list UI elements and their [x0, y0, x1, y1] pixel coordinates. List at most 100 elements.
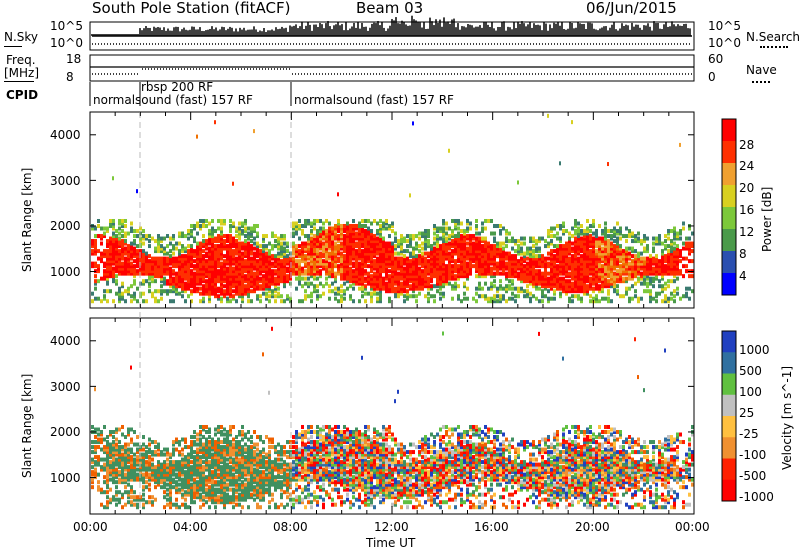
heatmap-cell	[583, 236, 586, 241]
heatmap-cell	[184, 477, 187, 482]
heatmap-cell	[520, 266, 523, 271]
heatmap-cell	[424, 294, 427, 299]
heatmap-cell	[187, 457, 190, 462]
heatmap-cell	[373, 274, 376, 279]
heatmap-cell	[634, 281, 637, 286]
heatmap-cell	[133, 246, 136, 251]
heatmap-cell	[385, 256, 388, 261]
heatmap-cell	[337, 192, 339, 197]
heatmap-cell	[244, 266, 247, 271]
heatmap-cell	[442, 239, 445, 244]
heatmap-cell	[121, 246, 124, 251]
heatmap-cell	[130, 269, 133, 274]
heatmap-cell	[550, 226, 553, 231]
heatmap-cell	[562, 221, 565, 226]
heatmap-cell	[283, 256, 286, 261]
heatmap-cell	[190, 251, 193, 256]
heatmap-cell	[172, 452, 175, 457]
heatmap-cell	[685, 244, 688, 249]
heatmap-cell	[664, 286, 667, 291]
heatmap-cell	[649, 276, 652, 281]
heatmap-cell	[577, 296, 580, 301]
heatmap-cell	[193, 492, 196, 497]
heatmap-cell	[214, 261, 217, 266]
heatmap-cell	[448, 246, 451, 251]
heatmap-cell	[184, 234, 187, 239]
heatmap-cell	[127, 269, 130, 274]
heatmap-cell	[598, 269, 601, 274]
heatmap-cell	[106, 452, 109, 457]
heatmap-cell	[118, 490, 121, 495]
heatmap-cell	[610, 279, 613, 284]
heatmap-cell	[331, 251, 334, 256]
heatmap-cell	[172, 470, 175, 475]
heatmap-cell	[358, 276, 361, 281]
heatmap-cell	[595, 236, 598, 241]
heatmap-cell	[313, 251, 316, 256]
heatmap-cell	[556, 264, 559, 269]
heatmap-cell	[247, 234, 250, 239]
heatmap-cell	[595, 234, 598, 239]
heatmap-cell	[613, 231, 616, 236]
heatmap-cell	[670, 259, 673, 264]
heatmap-cell	[319, 254, 322, 259]
heatmap-cell	[250, 251, 253, 256]
heatmap-cell	[676, 269, 679, 274]
heatmap-cell	[334, 291, 337, 296]
heatmap-cell	[226, 239, 229, 244]
heatmap-cell	[133, 271, 136, 276]
heatmap-cell	[358, 264, 361, 269]
heatmap-cell	[628, 264, 631, 269]
heatmap-cell	[478, 236, 481, 241]
heatmap-cell	[565, 264, 568, 269]
heatmap-cell	[178, 470, 181, 475]
heatmap-cell	[244, 229, 247, 234]
heatmap-cell	[205, 254, 208, 259]
heatmap-cell	[211, 251, 214, 256]
heatmap-cell	[199, 276, 202, 281]
heatmap-cell	[202, 274, 205, 279]
heatmap-cell	[181, 495, 184, 500]
heatmap-cell	[580, 231, 583, 236]
heatmap-cell	[397, 239, 400, 244]
heatmap-cell	[361, 224, 364, 229]
heatmap-cell	[247, 254, 250, 259]
heatmap-cell	[616, 246, 619, 251]
heatmap-cell	[145, 269, 148, 274]
heatmap-cell	[157, 445, 160, 450]
heatmap-cell	[601, 276, 604, 281]
heatmap-cell	[406, 271, 409, 276]
heatmap-cell	[100, 299, 103, 304]
heatmap-cell	[352, 231, 355, 236]
heatmap-cell	[277, 271, 280, 276]
heatmap-cell	[127, 261, 130, 266]
heatmap-cell	[637, 269, 640, 274]
heatmap-cell	[415, 284, 418, 289]
heatmap-cell	[106, 505, 109, 510]
heatmap-cell	[514, 286, 517, 291]
heatmap-cell	[685, 264, 688, 269]
heatmap-cell	[250, 246, 253, 251]
heatmap-cell	[220, 296, 223, 301]
heatmap-cell	[685, 246, 688, 251]
heatmap-cell	[184, 264, 187, 269]
heatmap-cell	[487, 218, 490, 223]
heatmap-cell	[352, 261, 355, 266]
heatmap-cell	[568, 271, 571, 276]
heatmap-cell	[190, 234, 193, 239]
heatmap-cell	[652, 256, 655, 261]
heatmap-cell	[106, 470, 109, 475]
heatmap-cell	[373, 218, 376, 223]
heatmap-cell	[547, 289, 550, 294]
heatmap-cell	[196, 271, 199, 276]
heatmap-cell	[436, 236, 439, 241]
heatmap-cell	[115, 480, 118, 485]
heatmap-cell	[136, 472, 139, 477]
heatmap-cell	[634, 269, 637, 274]
heatmap-cell	[187, 467, 190, 472]
heatmap-cell	[421, 264, 424, 269]
heatmap-cell	[466, 241, 469, 246]
heatmap-cell	[214, 229, 217, 234]
heatmap-cell	[304, 246, 307, 251]
heatmap-cell	[229, 256, 232, 261]
